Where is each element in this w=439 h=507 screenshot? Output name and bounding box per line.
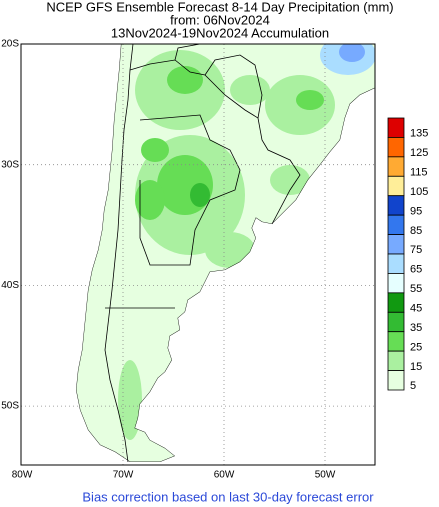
- legend-swatch: [387, 370, 405, 391]
- legend-label: 75: [410, 244, 422, 256]
- grid: [21, 44, 375, 465]
- border-paraguay: [204, 54, 263, 119]
- legend-label: 95: [410, 205, 422, 217]
- legend-swatch: [387, 273, 405, 294]
- period: 13Nov2024-19Nov2024 Accumulation: [111, 25, 329, 40]
- legend-label: 55: [410, 283, 422, 295]
- legend-swatch: [387, 292, 405, 313]
- map-frame: [20, 43, 376, 466]
- lon-label: 80W: [12, 470, 33, 481]
- lon-label: 60W: [214, 470, 235, 481]
- legend-label: 5: [410, 380, 416, 392]
- legend-label: 115: [410, 166, 428, 178]
- legend-swatch: [387, 137, 405, 158]
- legend-label: 25: [410, 341, 422, 353]
- legend-label: 45: [410, 302, 422, 314]
- legend-label: 85: [410, 225, 422, 237]
- lat-label: 50S: [1, 401, 19, 412]
- legend-swatch: [387, 253, 405, 274]
- legend-label: 135: [410, 128, 428, 140]
- legend-label: 65: [410, 264, 422, 276]
- border-bolivia: [174, 43, 201, 61]
- border-argentina-north: [129, 59, 301, 225]
- legend-label: 15: [410, 361, 422, 373]
- lat-label: 20S: [1, 39, 19, 50]
- lat-label: 40S: [1, 280, 19, 291]
- legend-swatch: [387, 175, 405, 197]
- legend-swatch: [387, 195, 405, 216]
- lat-label: 30S: [1, 159, 19, 170]
- lon-label: 70W: [113, 470, 134, 481]
- lon-label: 50W: [315, 470, 336, 481]
- legend-swatch: [387, 234, 405, 255]
- legend-swatch: [387, 156, 405, 177]
- legend-swatch: [387, 311, 405, 333]
- legend-label: 35: [410, 322, 422, 334]
- map: [20, 43, 376, 466]
- footer: Bias correction based on last 30-day for…: [82, 489, 374, 504]
- legend-swatch: [387, 214, 405, 235]
- issued: from: 06Nov2024: [170, 12, 270, 27]
- legend-swatch: [387, 350, 405, 371]
- legend-label: 125: [410, 147, 428, 159]
- title: NCEP GFS Ensemble Forecast 8-14 Day Prec…: [46, 0, 393, 14]
- legend-label: 105: [410, 186, 428, 198]
- legend-swatch: [387, 117, 405, 138]
- border-andes: [104, 43, 134, 463]
- legend-swatch: [387, 331, 405, 352]
- province-lines: [139, 114, 241, 266]
- legend: 135 125 115 105 95 85 75 65 55 45 35 25 15 5: [387, 117, 428, 392]
